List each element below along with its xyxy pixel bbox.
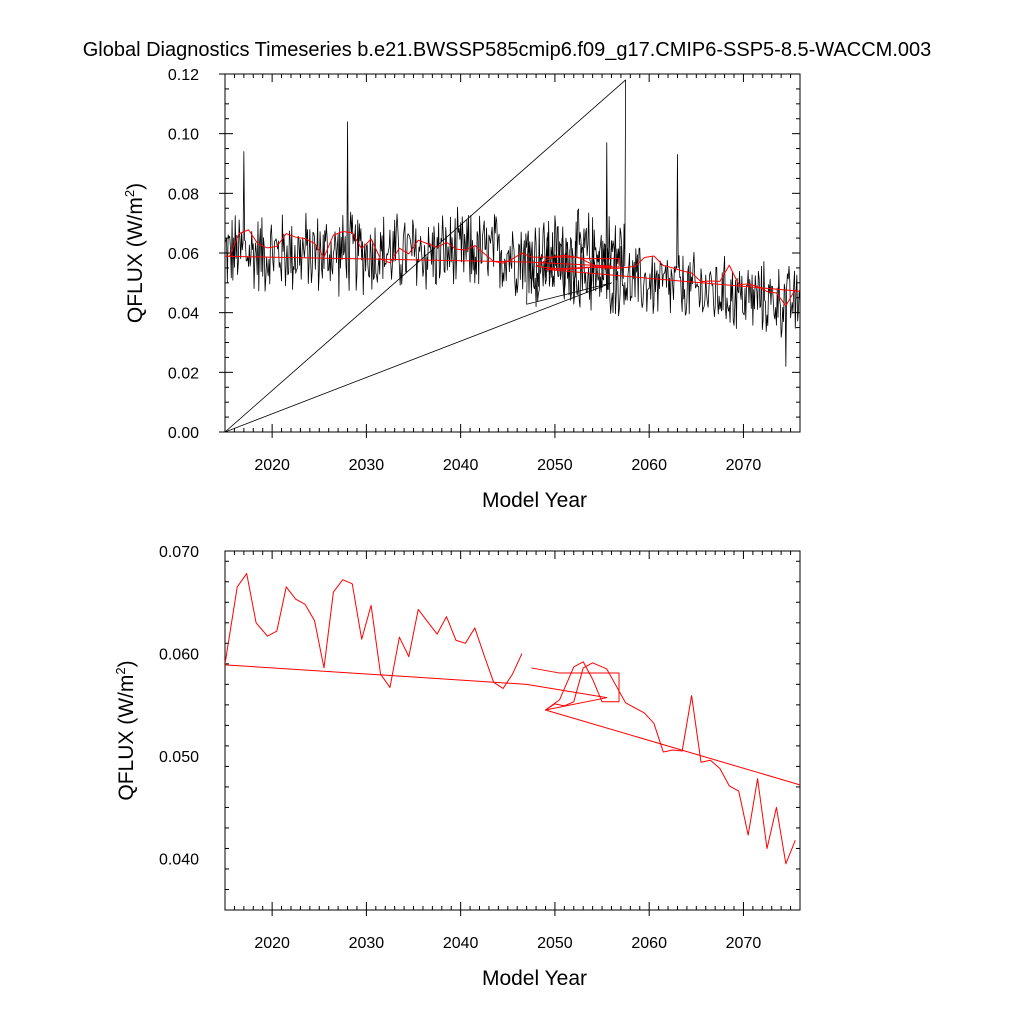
x-tick-label: 2050 — [537, 935, 573, 952]
y-tick-label: 0.12 — [168, 67, 199, 84]
x-tick-label: 2020 — [254, 935, 290, 952]
series-line-trend — [225, 255, 800, 292]
series-line-annual-mean-overlap- — [531, 661, 796, 865]
y-tick-label: 0.040 — [159, 852, 199, 869]
data-layer — [225, 573, 800, 865]
x-tick-label: 2040 — [443, 457, 479, 474]
series-line-annual-mean — [225, 573, 523, 689]
y-tick-label: 0.10 — [168, 127, 199, 144]
plot-frame — [224, 73, 801, 433]
data-layer — [225, 79, 800, 432]
y-axis-title-superscript: 2 — [113, 667, 128, 674]
y-tick-label: 0.00 — [168, 425, 199, 442]
y-axis-title-close: ) — [115, 660, 138, 667]
y-tick-label: 0.06 — [168, 246, 199, 263]
x-tick-label: 2060 — [631, 457, 667, 474]
figure-title: Global Diagnostics Timeseries b.e21.BWSS… — [83, 39, 932, 61]
y-tick-label: 0.02 — [168, 365, 199, 382]
y-tick-label: 0.08 — [168, 186, 199, 203]
y-tick-label: 0.070 — [159, 544, 199, 561]
x-axis-title: Model Year — [482, 967, 587, 990]
x-axis-title: Model Year — [482, 489, 587, 512]
top-panel: 2020 2030 2040 2050 2060 2070 0.00 0.02 0.04 0.06… — [122, 67, 801, 512]
series-line-trend — [225, 664, 800, 786]
y-axis-title-main: QFLUX (W/m — [115, 675, 138, 801]
x-tick-label: 2050 — [537, 457, 573, 474]
y-axis-title-close: ) — [124, 183, 147, 190]
x-tick-label: 2070 — [726, 457, 762, 474]
y-axis-title: QFLUX (W/m2) — [113, 660, 138, 800]
y-axis-title: QFLUX (W/m2) — [122, 183, 147, 323]
x-tick-label: 2060 — [631, 935, 667, 952]
x-tick-label: 2030 — [349, 935, 385, 952]
x-tick-label: 2040 — [443, 935, 479, 952]
x-tick-label: 2030 — [349, 457, 385, 474]
series-line-annual-mean — [229, 229, 796, 307]
y-tick-label: 0.04 — [168, 306, 199, 323]
bottom-panel: 2020 2030 2040 2050 2060 2070 0.040 0.050 0.060 0… — [113, 544, 801, 990]
y-axis-title-superscript: 2 — [122, 190, 137, 197]
y-axis-title-main: QFLUX (W/m — [124, 197, 147, 323]
x-tick-label: 2070 — [726, 935, 762, 952]
series-line-monthly — [225, 79, 800, 432]
y-tick-label: 0.060 — [159, 647, 199, 664]
y-tick-label: 0.050 — [159, 749, 199, 766]
x-tick-label: 2020 — [254, 457, 290, 474]
plot-frame — [224, 550, 801, 911]
